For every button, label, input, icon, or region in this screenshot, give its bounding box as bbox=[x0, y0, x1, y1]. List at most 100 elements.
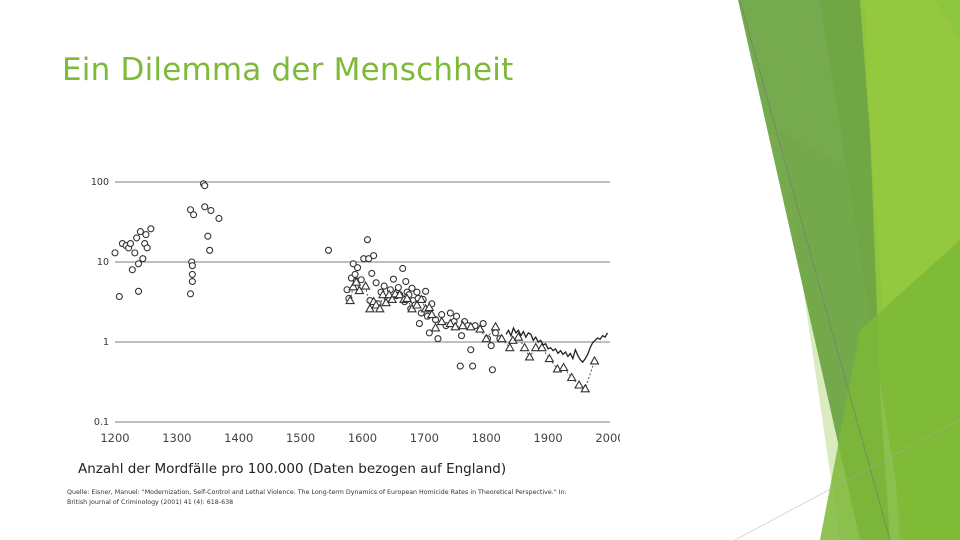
data-point-circle bbox=[134, 287, 143, 295]
x-tick-label: 1500 bbox=[286, 431, 315, 445]
data-point-triangle bbox=[530, 342, 541, 352]
data-point-circle bbox=[201, 182, 209, 190]
data-point-circle bbox=[134, 260, 143, 268]
data-point-circle bbox=[186, 206, 195, 214]
data-point-circle bbox=[136, 228, 144, 236]
data-point-triangle bbox=[436, 316, 447, 326]
data-point-triangle bbox=[416, 294, 427, 304]
data-point-triangle bbox=[457, 320, 468, 330]
data-point-circle bbox=[188, 262, 196, 270]
data-point-triangle bbox=[430, 322, 441, 332]
data-point-circle bbox=[452, 312, 461, 320]
y-tick-label: 0.1 bbox=[94, 417, 109, 428]
x-tick-label: 1800 bbox=[472, 431, 501, 445]
data-point-triangle bbox=[496, 333, 507, 343]
data-point-circle bbox=[402, 277, 410, 286]
data-point-circle bbox=[206, 246, 214, 254]
data-point-circle bbox=[488, 366, 496, 374]
data-point-triangle bbox=[481, 333, 492, 343]
x-tick-label: 1300 bbox=[162, 431, 191, 445]
deco-thin-line-2 bbox=[734, 419, 960, 540]
data-point-triangle bbox=[377, 289, 388, 299]
data-point-circle bbox=[131, 249, 139, 257]
data-point-triangle bbox=[524, 351, 535, 361]
data-point-triangle bbox=[465, 321, 476, 331]
chart-caption: Anzahl der Mordfälle pro 100.000 (Daten … bbox=[78, 461, 507, 477]
data-point-circle bbox=[353, 264, 362, 272]
data-point-triangle bbox=[360, 280, 371, 290]
data-point-circle bbox=[415, 320, 423, 328]
data-point-circle bbox=[479, 320, 487, 328]
data-point-triangle bbox=[504, 342, 515, 352]
homicide-rate-chart: 100 10 1 0.1 1200 1300 1400 1500 1600 1700 1800 190… bbox=[91, 177, 620, 445]
data-point-circle bbox=[487, 342, 495, 350]
data-point-circle bbox=[186, 290, 195, 298]
data-point-triangle bbox=[426, 309, 437, 319]
data-point-circle bbox=[147, 225, 155, 233]
data-point-circle bbox=[408, 284, 416, 292]
data-point-circle bbox=[368, 269, 376, 277]
data-point-circle bbox=[363, 236, 372, 244]
data-point-circle bbox=[372, 279, 380, 287]
data-point-circle bbox=[204, 232, 212, 240]
data-point-circle bbox=[446, 309, 454, 317]
data-point-circle bbox=[467, 346, 475, 354]
data-point-triangle bbox=[490, 321, 501, 331]
data-point-circle bbox=[491, 329, 500, 337]
data-point-circle bbox=[394, 283, 402, 292]
x-tick-label: 1700 bbox=[410, 431, 439, 445]
y-tick-label: 1 bbox=[103, 337, 109, 348]
data-point-circle bbox=[215, 214, 223, 223]
deco-lower-shape bbox=[820, 240, 960, 540]
data-point-triangle bbox=[475, 323, 486, 333]
slide-title: Ein Dilemma der Menschheit bbox=[62, 52, 514, 88]
data-point-circle bbox=[380, 282, 388, 290]
data-point-triangle bbox=[374, 303, 385, 313]
data-point-circle bbox=[456, 362, 464, 370]
data-point-triangle bbox=[402, 293, 412, 303]
data-point-triangle bbox=[445, 318, 456, 328]
series-line-modern bbox=[505, 326, 609, 364]
data-point-circle bbox=[143, 244, 151, 252]
data-point-triangle bbox=[519, 342, 530, 352]
data-point-triangle bbox=[558, 362, 569, 372]
data-point-triangle bbox=[345, 295, 356, 305]
data-point-triangle bbox=[450, 321, 461, 331]
data-point-triangle bbox=[513, 332, 524, 341]
x-tick-label: 1200 bbox=[100, 431, 129, 445]
data-point-triangle bbox=[536, 342, 547, 352]
source-line-2: British Journal of Criminology (2001) 41… bbox=[67, 499, 234, 506]
data-point-circle bbox=[188, 270, 196, 278]
y-tick-label: 10 bbox=[97, 257, 109, 268]
data-point-circle bbox=[139, 255, 147, 263]
data-point-triangle bbox=[351, 277, 362, 286]
data-point-triangle bbox=[387, 294, 398, 304]
data-point-triangle bbox=[371, 299, 382, 309]
data-point-circle bbox=[351, 270, 359, 278]
data-point-triangle bbox=[574, 379, 585, 389]
data-point-circle bbox=[133, 234, 141, 242]
data-point-triangle bbox=[544, 353, 555, 363]
data-point-triangle bbox=[354, 285, 365, 295]
data-point-circle bbox=[457, 332, 466, 340]
data-point-circle bbox=[115, 292, 123, 301]
data-point-circle bbox=[389, 275, 397, 283]
x-tick-label: 1600 bbox=[348, 431, 377, 445]
data-point-circle bbox=[370, 252, 378, 260]
data-point-circle bbox=[324, 246, 333, 254]
x-tick-label: 1900 bbox=[533, 431, 562, 445]
data-point-circle bbox=[142, 231, 150, 239]
data-point-triangle bbox=[348, 281, 359, 291]
data-point-triangle bbox=[589, 355, 600, 365]
data-point-circle bbox=[349, 260, 357, 268]
x-tick-label: 1400 bbox=[224, 431, 253, 445]
source-citation: Quelle: Eisner, Manuel: "Modernization, … bbox=[67, 488, 687, 508]
data-point-triangle bbox=[580, 383, 591, 393]
data-point-triangle bbox=[424, 302, 435, 312]
data-point-circle bbox=[422, 287, 430, 295]
data-point-triangle bbox=[412, 299, 422, 309]
data-point-circle bbox=[413, 288, 421, 296]
deco-thin-line bbox=[739, 0, 891, 540]
data-point-triangle bbox=[566, 372, 577, 382]
